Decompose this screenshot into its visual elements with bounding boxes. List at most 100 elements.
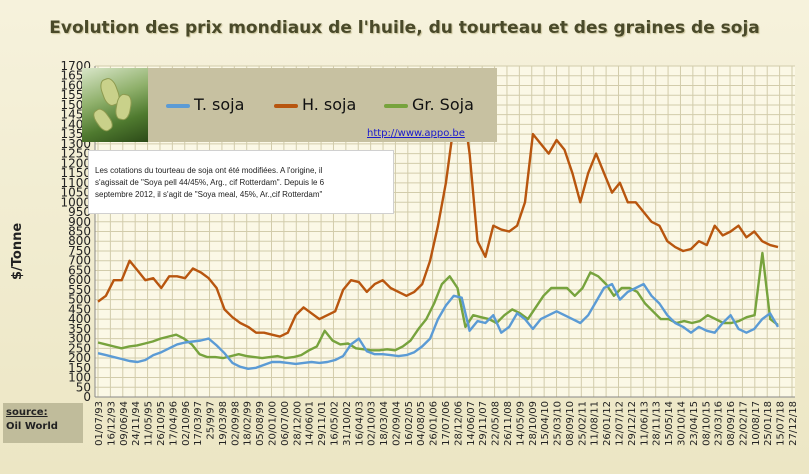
y-tick-label: 850 <box>68 225 91 239</box>
x-tick-label: 28/12/00 <box>292 401 303 446</box>
x-tick-label: 17/04/96 <box>168 401 179 446</box>
y-tick-label: 500 <box>68 293 91 307</box>
x-tick-label: 29/11/07 <box>478 401 489 446</box>
x-tick-label: 08/09/10 <box>565 401 576 446</box>
x-tick-label: 27/12/18 <box>788 401 799 446</box>
x-tick-label: 11/05/95 <box>144 401 155 446</box>
legend-label-h-soja: H. soja <box>302 95 357 114</box>
x-tick-label: 01/07/93 <box>94 401 105 446</box>
x-tick-label: 25/01/18 <box>763 401 774 446</box>
note-line: Les cotations du tourteau de soja ont ét… <box>95 166 323 175</box>
appo-link[interactable]: http://www.appo.be <box>367 128 465 139</box>
x-tick-label: 19/03/98 <box>218 401 229 446</box>
x-tick-label: 12/07/12 <box>615 401 626 446</box>
x-tick-label: 28/12/06 <box>453 401 464 446</box>
series-line-gr-soja <box>97 251 779 360</box>
y-tick-label: 250 <box>68 341 91 355</box>
x-tick-label: 17/03/97 <box>193 401 204 446</box>
x-tick-label: 14/06/07 <box>466 401 477 446</box>
source-label: source: <box>6 407 48 418</box>
x-tick-label: 16/12/93 <box>106 401 117 446</box>
legend-swatch-h-soja <box>274 104 298 108</box>
x-tick-label: 23/04/15 <box>689 401 700 446</box>
source-value: Oil World <box>6 421 58 432</box>
x-tick-label: 31/10/02 <box>342 401 353 446</box>
x-tick-label: 20/01/00 <box>268 401 279 446</box>
legend: T. soja H. soja Gr. Soja <box>82 68 497 142</box>
x-tick-label: 30/10/14 <box>676 401 687 446</box>
x-tick-label: 29/11/01 <box>317 401 328 446</box>
y-tick-label: 0 <box>83 390 91 404</box>
y-tick-label: 100 <box>68 371 91 385</box>
y-tick-label: 600 <box>68 273 91 287</box>
x-tick-label: 16/02/05 <box>404 401 415 446</box>
y-axis-label: $/Tonne <box>10 222 25 280</box>
x-tick-label: 02/10/96 <box>181 401 192 446</box>
x-tick-label: 02/09/04 <box>391 401 402 446</box>
x-tick-label: 02/09/98 <box>230 401 241 446</box>
x-tick-label: 18/03/04 <box>379 401 390 446</box>
x-tick-label: 11/06/13 <box>639 401 650 446</box>
x-tick-label: 23/03/16 <box>714 401 725 446</box>
note-box: Les cotations du tourteau de soja ont ét… <box>88 150 394 214</box>
x-tick-label: 11/08/11 <box>590 401 601 446</box>
x-tick-label: 22/05/08 <box>491 401 502 446</box>
x-tick-label: 16/04/03 <box>354 401 365 446</box>
y-tick-label: 550 <box>68 283 91 297</box>
legend-swatch-gr-soja <box>384 104 408 108</box>
x-tick-label: 14/06/01 <box>305 401 316 446</box>
y-tick-label: 400 <box>68 312 91 326</box>
x-tick-label: 06/07/00 <box>280 401 291 446</box>
x-tick-label: 28/10/09 <box>528 401 539 446</box>
y-tick-label: 1050 <box>60 186 91 200</box>
x-tick-label: 14/05/09 <box>515 401 526 446</box>
x-tick-label: 26/11/08 <box>503 401 514 446</box>
y-tick-label: 1250 <box>60 147 91 161</box>
y-tick-label: 800 <box>68 234 91 248</box>
y-tick-label: 700 <box>68 254 91 268</box>
y-tick-label: 1000 <box>60 195 91 209</box>
x-tick-label: 08/09/16 <box>726 401 737 446</box>
x-tick-label: 10/08/17 <box>751 401 762 446</box>
y-tick-label: 350 <box>68 322 91 336</box>
x-tick-label: 26/01/12 <box>602 401 613 446</box>
legend-label-gr-soja: Gr. Soja <box>412 95 474 114</box>
y-tick-label: 1150 <box>60 166 91 180</box>
x-tick-label: 17/07/06 <box>441 401 452 446</box>
y-tick-label: 950 <box>68 205 91 219</box>
x-tick-label: 04/08/05 <box>416 401 427 446</box>
x-tick-label: 25/9/97 <box>206 401 217 440</box>
soybean-photo <box>82 68 148 142</box>
y-tick-label: 450 <box>68 302 91 316</box>
y-tick-label: 300 <box>68 332 91 346</box>
y-tick-label: 200 <box>68 351 91 365</box>
y-tick-label: 650 <box>68 263 91 277</box>
x-tick-label: 02/10/03 <box>367 401 378 446</box>
y-tick-label: 750 <box>68 244 91 258</box>
y-tick-label: 150 <box>68 361 91 375</box>
x-tick-label: 09/06/94 <box>119 401 130 446</box>
chart-title: Evolution des prix mondiaux de l'huile, … <box>49 18 760 38</box>
x-tick-label: 05/08/99 <box>255 401 266 446</box>
x-tick-label: 29/12/12 <box>627 401 638 446</box>
legend-swatch-t-soja <box>166 104 190 108</box>
series-line-t-soja <box>97 282 780 370</box>
x-tick-label: 18/02/99 <box>243 401 254 446</box>
note-line: s'agissait de "Soya pell 44/45%, Arg., c… <box>95 178 325 187</box>
x-tick-label: 15/07/18 <box>776 401 787 446</box>
source-box: source: Oil World <box>3 403 83 443</box>
y-tick-label: 900 <box>68 215 91 229</box>
series-line-h-soja <box>97 93 779 338</box>
x-tick-label: 28/11/13 <box>652 401 663 446</box>
note-line: septembre 2012, il s'agit de "Soya meal,… <box>95 190 323 199</box>
x-tick-label: 25/03/10 <box>553 401 564 446</box>
x-tick-label: 22/02/17 <box>738 401 749 446</box>
x-tick-label: 24/11/94 <box>131 401 142 446</box>
x-tick-label: 16/05/02 <box>329 401 340 446</box>
y-tick-label: 1200 <box>60 156 91 170</box>
x-tick-label: 26/01/06 <box>429 401 440 446</box>
x-tick-label: 15/04/10 <box>540 401 551 446</box>
y-tick-label: 1100 <box>60 176 91 190</box>
x-tick-label: 26/10/95 <box>156 401 167 446</box>
